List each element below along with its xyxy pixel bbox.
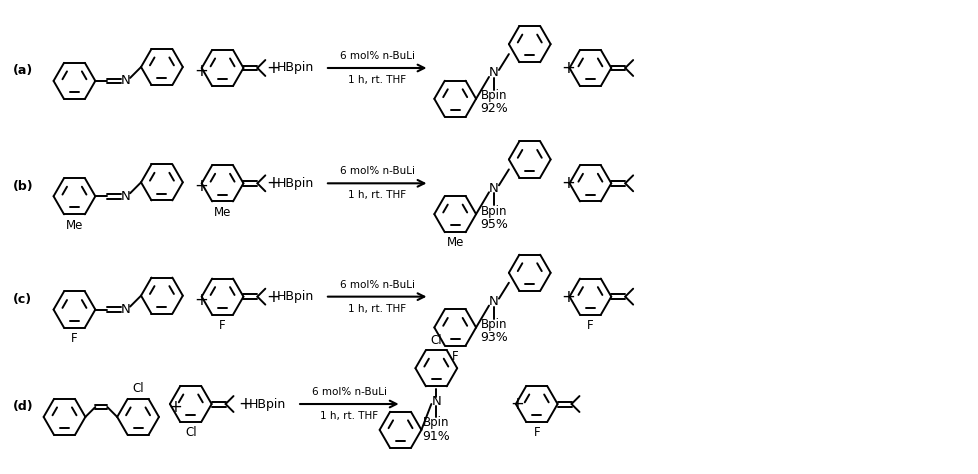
- Text: F: F: [533, 426, 540, 439]
- Text: HBpin: HBpin: [276, 62, 314, 74]
- Text: N: N: [120, 74, 130, 87]
- Text: 1 h, rt. THF: 1 h, rt. THF: [348, 75, 406, 85]
- Text: Me: Me: [66, 219, 83, 232]
- Text: HBpin: HBpin: [276, 177, 314, 190]
- Text: +: +: [194, 62, 207, 80]
- Text: Bpin: Bpin: [480, 205, 507, 218]
- Text: Cl: Cl: [430, 334, 442, 347]
- Text: +: +: [194, 177, 207, 195]
- Text: Me: Me: [213, 206, 231, 219]
- Text: +: +: [510, 395, 523, 413]
- Text: F: F: [587, 319, 593, 332]
- Text: Bpin: Bpin: [480, 318, 507, 331]
- Text: +: +: [168, 398, 182, 416]
- Text: Bpin: Bpin: [480, 89, 507, 102]
- Text: +: +: [561, 174, 575, 192]
- Text: N: N: [431, 394, 441, 408]
- Text: +: +: [561, 288, 575, 306]
- Text: 1 h, rt. THF: 1 h, rt. THF: [348, 190, 406, 201]
- Text: 6 mol% n-BuLi: 6 mol% n-BuLi: [312, 387, 386, 397]
- Text: (c): (c): [13, 293, 32, 306]
- Text: N: N: [489, 66, 499, 80]
- Text: 1 h, rt. THF: 1 h, rt. THF: [348, 304, 406, 314]
- Text: F: F: [219, 319, 226, 332]
- Text: +: +: [561, 59, 575, 77]
- Text: N: N: [489, 182, 499, 195]
- Text: (b): (b): [13, 180, 33, 193]
- Text: 93%: 93%: [479, 331, 508, 344]
- Text: HBpin: HBpin: [248, 398, 286, 410]
- Text: (a): (a): [13, 64, 33, 77]
- Text: 6 mol% n-BuLi: 6 mol% n-BuLi: [339, 166, 415, 176]
- Text: HBpin: HBpin: [276, 290, 314, 303]
- Text: 91%: 91%: [422, 430, 450, 443]
- Text: N: N: [489, 295, 499, 308]
- Text: Cl: Cl: [132, 382, 144, 395]
- Text: F: F: [71, 332, 77, 345]
- Text: 95%: 95%: [479, 218, 508, 230]
- Text: (d): (d): [13, 401, 33, 413]
- Text: +: +: [266, 174, 280, 192]
- Text: N: N: [120, 190, 130, 203]
- Text: +: +: [194, 291, 207, 309]
- Text: 6 mol% n-BuLi: 6 mol% n-BuLi: [339, 51, 415, 61]
- Text: Me: Me: [446, 237, 464, 249]
- Text: 1 h, rt. THF: 1 h, rt. THF: [320, 411, 378, 421]
- Text: +: +: [239, 395, 252, 413]
- Text: F: F: [452, 350, 458, 363]
- Text: N: N: [120, 303, 130, 316]
- Text: Bpin: Bpin: [422, 416, 449, 429]
- Text: 6 mol% n-BuLi: 6 mol% n-BuLi: [339, 280, 415, 290]
- Text: +: +: [266, 59, 280, 77]
- Text: 92%: 92%: [479, 102, 508, 115]
- Text: Cl: Cl: [185, 426, 197, 439]
- Text: +: +: [266, 288, 280, 306]
